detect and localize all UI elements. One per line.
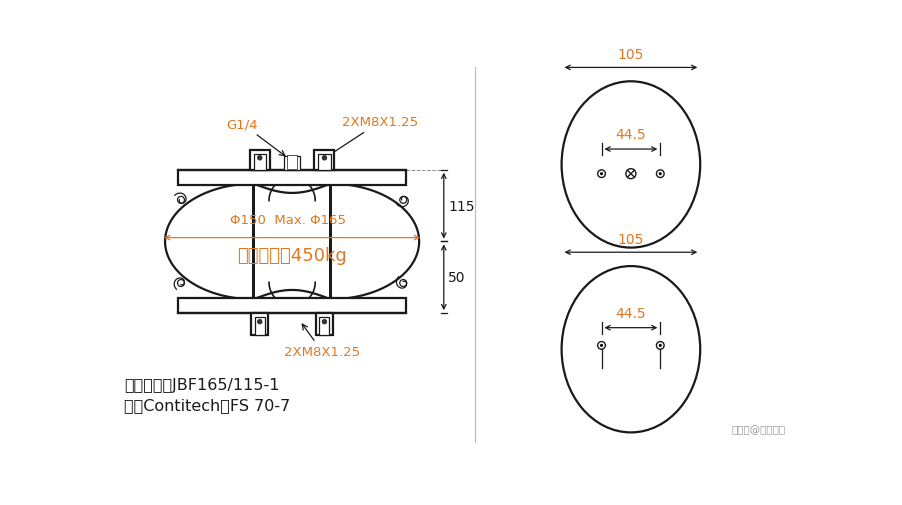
Circle shape (657, 171, 664, 178)
Bar (319, 317, 329, 335)
Bar (179, 171, 406, 186)
Text: 44.5: 44.5 (615, 307, 646, 320)
Text: 搜狐号@上海松夏: 搜狐号@上海松夏 (731, 424, 785, 434)
Text: 115: 115 (448, 199, 475, 213)
Circle shape (600, 173, 603, 176)
Bar (253, 155, 266, 171)
Text: 44.5: 44.5 (615, 128, 646, 142)
Text: 产品型号：JBF165/115-1: 产品型号：JBF165/115-1 (124, 377, 280, 392)
Circle shape (257, 320, 262, 324)
Circle shape (658, 173, 662, 176)
Bar (288, 156, 297, 170)
Circle shape (322, 320, 327, 324)
Circle shape (600, 344, 603, 347)
Text: 最大承载：450kg: 最大承载：450kg (237, 247, 347, 265)
Text: 2XM8X1.25: 2XM8X1.25 (328, 116, 419, 157)
Bar (315, 150, 335, 171)
Circle shape (598, 171, 605, 178)
Bar (284, 157, 299, 171)
Text: G1/4: G1/4 (226, 118, 285, 157)
Bar (318, 155, 331, 171)
Text: 2XM8X1.25: 2XM8X1.25 (284, 325, 361, 359)
Circle shape (658, 344, 662, 347)
Circle shape (257, 156, 262, 161)
Circle shape (657, 342, 664, 349)
Text: Φ150  Max. Φ165: Φ150 Max. Φ165 (230, 214, 346, 227)
Circle shape (598, 342, 605, 349)
Text: 105: 105 (618, 48, 644, 62)
Circle shape (626, 169, 636, 179)
Text: 对应Contitech：FS 70-7: 对应Contitech：FS 70-7 (124, 397, 290, 413)
Bar (252, 314, 268, 335)
Bar (250, 150, 270, 171)
Bar (179, 298, 406, 314)
Bar (254, 317, 265, 335)
Bar (316, 314, 333, 335)
Text: 105: 105 (618, 233, 644, 246)
Text: 50: 50 (448, 271, 466, 285)
Circle shape (322, 156, 327, 161)
